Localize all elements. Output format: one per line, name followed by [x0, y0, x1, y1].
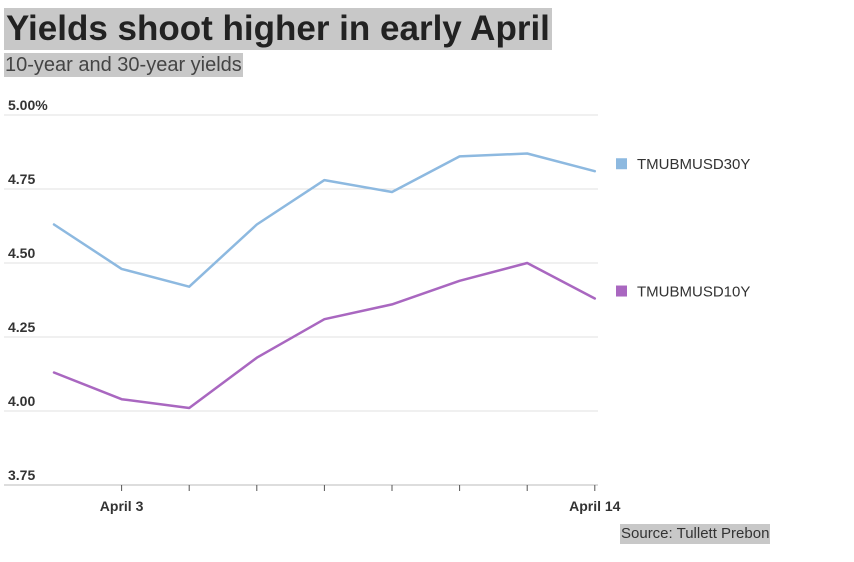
- x-tick-label: April 14: [569, 498, 621, 514]
- chart-title: Yields shoot higher in early April: [4, 8, 552, 50]
- chart-subtitle: 10-year and 30-year yields: [4, 53, 243, 77]
- series-line-1: [52, 152, 597, 288]
- y-tick-label: 4.50: [8, 245, 35, 261]
- legend-swatch-1: [616, 158, 627, 170]
- x-axis: April 3 April 14: [100, 485, 621, 514]
- series-lines: [52, 152, 597, 410]
- y-tick-label: 5.00%: [8, 97, 48, 113]
- series-line-2: [52, 261, 597, 410]
- x-tick-label: April 3: [100, 498, 144, 514]
- y-tick-label: 4.00: [8, 393, 35, 409]
- legend-label-2: TMUBMUSD10Y: [637, 284, 750, 301]
- legend: TMUBMUSD30Y TMUBMUSD10Y: [616, 156, 750, 301]
- y-tick-label: 4.75: [8, 171, 35, 187]
- source-note: Source: Tullett Prebon: [620, 524, 771, 544]
- y-tick-label: 3.75: [8, 467, 35, 483]
- y-tick-label: 4.25: [8, 319, 35, 335]
- y-axis-labels: 3.75 4.00 4.25 4.50 4.75 5.00%: [8, 97, 48, 483]
- grid-lines: [4, 114, 598, 486]
- legend-label-1: TMUBMUSD30Y: [637, 156, 750, 173]
- legend-swatch-2: [616, 285, 627, 297]
